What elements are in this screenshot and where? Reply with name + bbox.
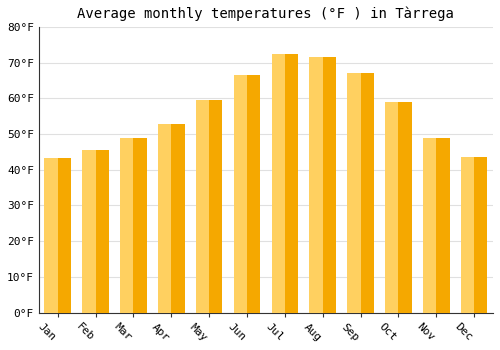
- Bar: [120, 138, 146, 313]
- Title: Average monthly temperatures (°F ) in Tàrrega: Average monthly temperatures (°F ) in Tà…: [78, 7, 454, 21]
- Bar: [158, 124, 184, 313]
- Bar: [120, 138, 134, 313]
- Bar: [348, 73, 360, 313]
- Bar: [461, 157, 474, 313]
- Bar: [234, 75, 260, 313]
- Bar: [310, 57, 336, 313]
- Bar: [82, 150, 96, 313]
- Bar: [461, 157, 487, 313]
- Bar: [423, 138, 436, 313]
- Bar: [44, 158, 58, 313]
- Bar: [385, 102, 411, 313]
- Bar: [310, 57, 322, 313]
- Bar: [44, 158, 71, 313]
- Bar: [348, 73, 374, 313]
- Bar: [272, 54, 298, 313]
- Bar: [234, 75, 247, 313]
- Bar: [158, 124, 172, 313]
- Bar: [196, 100, 209, 313]
- Bar: [272, 54, 285, 313]
- Bar: [385, 102, 398, 313]
- Bar: [196, 100, 222, 313]
- Bar: [423, 138, 450, 313]
- Bar: [82, 150, 109, 313]
